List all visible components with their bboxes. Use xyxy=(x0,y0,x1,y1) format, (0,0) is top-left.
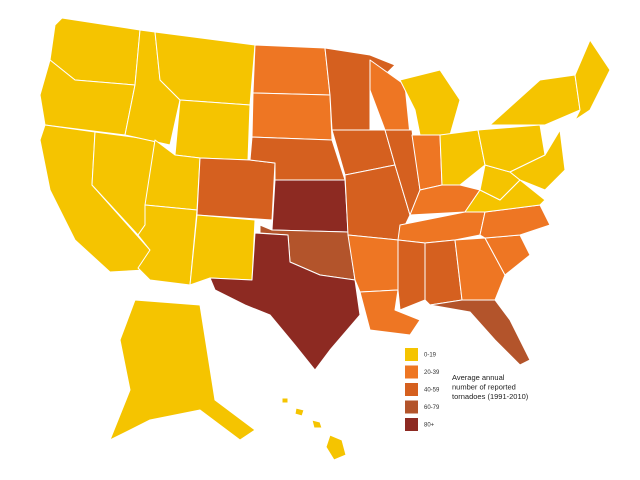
legend-swatch xyxy=(405,348,418,361)
legend-label: 0-19 xyxy=(424,353,437,359)
legend: 0-19 20-39 40-59 60-79 80+ Average annualnumb… xyxy=(405,348,529,431)
state xyxy=(252,44,331,96)
state xyxy=(429,299,531,366)
state xyxy=(325,434,347,461)
state xyxy=(509,129,566,191)
legend-swatch xyxy=(405,365,418,379)
state xyxy=(454,237,506,301)
legend-label: 60-79 xyxy=(424,405,440,411)
state xyxy=(439,129,486,186)
state xyxy=(271,179,349,233)
state xyxy=(109,299,256,441)
state xyxy=(294,407,305,417)
legend-title: Average annual xyxy=(452,373,505,382)
state xyxy=(251,92,333,141)
legend-title: tornadoes (1991-2010) xyxy=(452,392,529,401)
state xyxy=(137,204,198,286)
state xyxy=(369,59,411,136)
state xyxy=(174,99,251,161)
legend-swatch xyxy=(405,383,418,396)
legend-label: 20-39 xyxy=(424,370,440,376)
state xyxy=(189,214,256,286)
state xyxy=(209,232,361,371)
state xyxy=(574,39,611,121)
legend-swatch xyxy=(405,400,418,414)
state xyxy=(281,397,289,404)
state xyxy=(397,211,486,244)
state xyxy=(489,74,581,126)
state xyxy=(196,157,276,221)
legend-title: number of reported xyxy=(452,383,516,392)
states xyxy=(39,17,611,461)
legend-label: 40-59 xyxy=(424,388,440,394)
state xyxy=(311,419,323,429)
state xyxy=(397,239,426,311)
legend-swatch xyxy=(405,418,418,431)
legend-label: 80+ xyxy=(424,423,435,429)
